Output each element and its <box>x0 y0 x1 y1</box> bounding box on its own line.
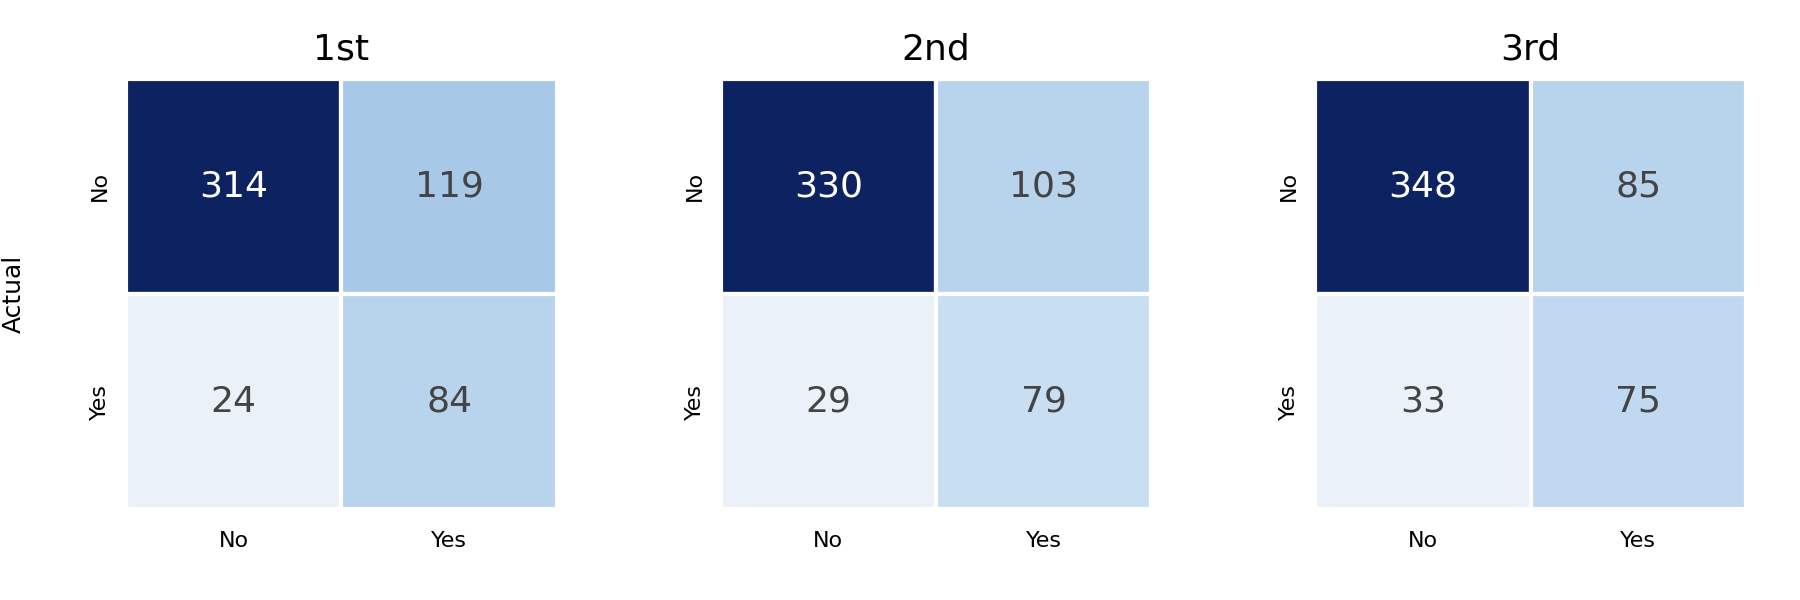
Text: 330: 330 <box>794 169 862 203</box>
Title: 2nd: 2nd <box>902 32 970 66</box>
Text: Yes: Yes <box>1026 531 1062 551</box>
Text: Actual: Actual <box>2 255 25 333</box>
Text: Yes: Yes <box>432 531 468 551</box>
Text: No: No <box>1408 531 1438 551</box>
Title: 1st: 1st <box>313 32 369 66</box>
Text: 103: 103 <box>1010 169 1078 203</box>
Bar <box>1530 79 1746 294</box>
Text: No: No <box>814 531 844 551</box>
Bar <box>342 294 556 509</box>
Text: 119: 119 <box>414 169 484 203</box>
Text: No: No <box>1280 171 1300 202</box>
Title: 3rd: 3rd <box>1501 32 1561 66</box>
Text: No: No <box>684 171 706 202</box>
Bar <box>126 79 342 294</box>
Text: 24: 24 <box>211 385 257 419</box>
Text: Yes: Yes <box>1620 531 1656 551</box>
Bar <box>936 79 1152 294</box>
Text: 348: 348 <box>1388 169 1458 203</box>
Text: 79: 79 <box>1021 385 1067 419</box>
Text: Yes: Yes <box>1280 384 1300 420</box>
Text: Yes: Yes <box>90 384 110 420</box>
Text: 314: 314 <box>200 169 268 203</box>
Text: No: No <box>218 531 248 551</box>
Text: 85: 85 <box>1615 169 1661 203</box>
Bar <box>126 294 342 509</box>
Bar <box>1530 294 1746 509</box>
Text: 29: 29 <box>805 385 851 419</box>
Bar <box>342 79 556 294</box>
Text: 75: 75 <box>1615 385 1661 419</box>
Bar <box>1316 294 1530 509</box>
Text: 33: 33 <box>1400 385 1445 419</box>
Bar <box>720 79 936 294</box>
Text: Yes: Yes <box>684 384 706 420</box>
Text: 84: 84 <box>427 385 472 419</box>
Bar <box>1316 79 1530 294</box>
Bar <box>936 294 1152 509</box>
Bar <box>720 294 936 509</box>
Text: No: No <box>90 171 110 202</box>
